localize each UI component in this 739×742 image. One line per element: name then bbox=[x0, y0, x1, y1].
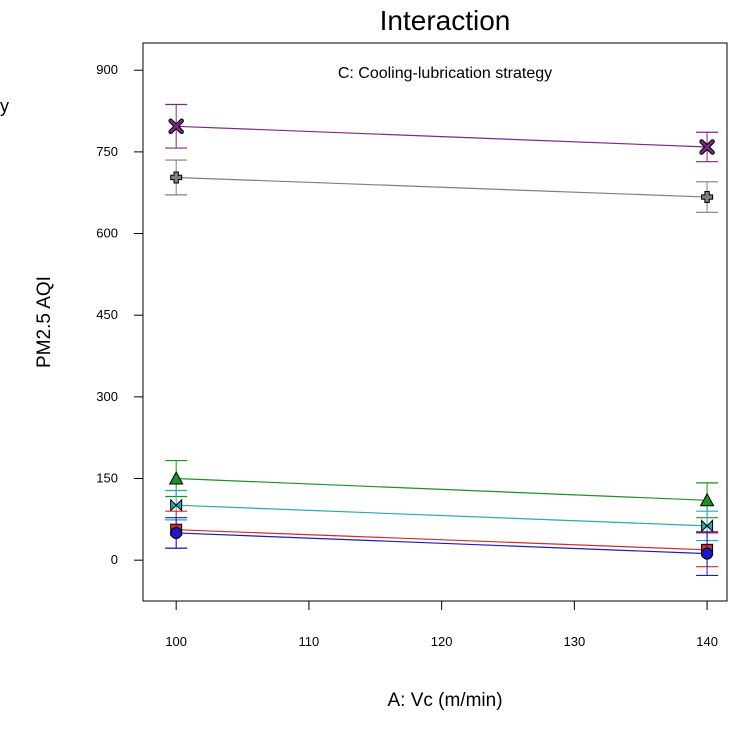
left-edge-fragment: y bbox=[0, 96, 9, 116]
series bbox=[165, 103, 719, 163]
marker-circle bbox=[701, 547, 714, 560]
y-tick-label: 0 bbox=[111, 552, 118, 567]
plot-area bbox=[142, 42, 728, 602]
x-tick-label: 140 bbox=[696, 634, 718, 649]
marker-bowtie bbox=[701, 519, 714, 533]
x-tick-label: 120 bbox=[431, 634, 453, 649]
series bbox=[165, 459, 719, 519]
y-tick-label: 450 bbox=[96, 307, 118, 322]
marker-triangle bbox=[168, 470, 184, 485]
series-line bbox=[176, 504, 708, 527]
y-tick-label: 600 bbox=[96, 226, 118, 241]
y-tick-label: 300 bbox=[96, 389, 118, 404]
marker-triangle bbox=[699, 492, 715, 507]
series-line bbox=[176, 125, 708, 148]
x-tick-label: 130 bbox=[564, 634, 586, 649]
y-tick-label: 900 bbox=[96, 62, 118, 77]
y-tick-label: 150 bbox=[96, 471, 118, 486]
x-axis-label: A: Vc (m/min) bbox=[387, 690, 502, 711]
x-tick-label: 100 bbox=[165, 634, 187, 649]
series-line bbox=[176, 532, 708, 555]
y-axis: 0 150 300 450 600 750 900 bbox=[96, 62, 143, 567]
factor-label: C: Cooling-lubrication strategy bbox=[338, 65, 552, 82]
series-line bbox=[176, 176, 708, 198]
series-layer bbox=[165, 103, 719, 577]
y-axis-label: PM2.5 AQI bbox=[34, 276, 55, 368]
chart-title: Interaction bbox=[380, 5, 511, 36]
marker-x-b bbox=[169, 119, 183, 134]
marker-bowtie bbox=[170, 498, 183, 512]
marker-x-b bbox=[700, 140, 714, 154]
marker-plus bbox=[170, 171, 183, 184]
series bbox=[165, 510, 719, 568]
y-tick-label: 750 bbox=[96, 144, 118, 159]
x-tick-label: 110 bbox=[299, 634, 320, 649]
marker-plus bbox=[701, 191, 714, 204]
series bbox=[165, 517, 719, 577]
x-axis: 100 110 120 130 140 bbox=[165, 601, 718, 649]
marker-circle bbox=[170, 526, 183, 539]
series bbox=[165, 489, 719, 542]
series-line bbox=[176, 477, 708, 501]
series-line bbox=[176, 529, 708, 551]
series bbox=[165, 159, 719, 213]
